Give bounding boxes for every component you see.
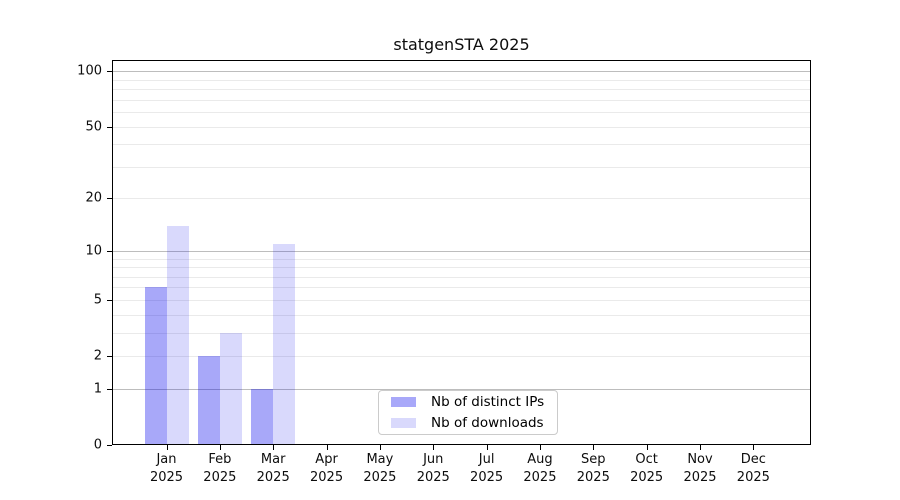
x-tick-mark xyxy=(700,445,701,450)
x-tick-year: 2025 xyxy=(630,470,664,485)
x-tick-mark xyxy=(593,445,594,450)
gridline xyxy=(112,251,811,252)
y-tick-mark xyxy=(107,127,112,128)
x-tick-label: Jan 2025 xyxy=(127,451,207,487)
x-tick-year: 2025 xyxy=(256,470,290,485)
x-tick-year: 2025 xyxy=(470,470,504,485)
x-tick-label: Dec 2025 xyxy=(713,451,793,487)
legend-item-downloads: Nb of downloads xyxy=(387,414,549,432)
gridline xyxy=(112,356,811,357)
x-tick-mark xyxy=(647,445,648,450)
x-tick-mark xyxy=(380,445,381,450)
x-tick-label: Nov 2025 xyxy=(660,451,740,487)
gridline xyxy=(112,80,811,81)
legend-label-distinct-ips: Nb of distinct IPs xyxy=(431,394,545,410)
bar-downloads xyxy=(273,243,296,444)
x-tick-mark xyxy=(167,445,168,450)
x-tick-label: Jul 2025 xyxy=(447,451,527,487)
y-tick-label: 5 xyxy=(93,292,102,308)
legend-swatch-distinct-ips xyxy=(391,397,416,407)
gridline xyxy=(112,100,811,101)
x-tick-year: 2025 xyxy=(736,470,770,485)
x-tick-mark xyxy=(327,445,328,450)
bar-distinct-ips xyxy=(251,388,274,444)
x-tick-year: 2025 xyxy=(576,470,610,485)
gridline xyxy=(112,198,811,199)
y-tick-label: 50 xyxy=(85,119,102,135)
y-tick-mark xyxy=(107,251,112,252)
x-tick-year: 2025 xyxy=(523,470,557,485)
x-tick-mark xyxy=(540,445,541,450)
gridline xyxy=(112,259,811,260)
y-tick-mark xyxy=(107,71,112,72)
y-tick-label: 20 xyxy=(85,190,102,206)
y-tick-label: 100 xyxy=(77,63,102,79)
legend: Nb of distinct IPs Nb of downloads xyxy=(378,390,558,435)
x-tick-year: 2025 xyxy=(416,470,450,485)
x-tick-label: Feb 2025 xyxy=(180,451,260,487)
y-tick-mark xyxy=(107,389,112,390)
x-tick-year: 2025 xyxy=(203,470,237,485)
plot-border xyxy=(112,60,811,445)
gridline xyxy=(112,267,811,268)
y-tick-label: 1 xyxy=(93,381,102,397)
y-tick-label: 10 xyxy=(85,243,102,259)
x-tick-year: 2025 xyxy=(310,470,344,485)
gridline xyxy=(112,389,811,390)
x-tick-mark xyxy=(433,445,434,450)
gridline xyxy=(112,112,811,113)
x-tick-mark xyxy=(273,445,274,450)
x-tick-label: Mar 2025 xyxy=(233,451,313,487)
y-tick-mark xyxy=(107,445,112,446)
x-tick-label: May 2025 xyxy=(340,451,420,487)
gridline xyxy=(112,287,811,288)
y-tick-label: 0 xyxy=(93,437,102,453)
gridline xyxy=(112,300,811,301)
x-tick-year: 2025 xyxy=(149,470,184,485)
gridline xyxy=(112,144,811,145)
x-tick-label: Aug 2025 xyxy=(500,451,580,487)
gridline xyxy=(112,89,811,90)
bar-distinct-ips xyxy=(144,287,167,444)
gridline xyxy=(112,167,811,168)
bar-downloads xyxy=(219,332,242,444)
gridline xyxy=(112,277,811,278)
legend-swatch-downloads xyxy=(391,418,416,428)
x-tick-mark xyxy=(220,445,221,450)
gridline xyxy=(112,315,811,316)
gridline xyxy=(112,71,811,72)
y-tick-label: 2 xyxy=(93,348,102,364)
x-tick-label: Sep 2025 xyxy=(553,451,633,487)
x-tick-year: 2025 xyxy=(363,470,397,485)
x-tick-mark xyxy=(487,445,488,450)
x-tick-mark xyxy=(753,445,754,450)
gridline xyxy=(112,127,811,128)
legend-label-downloads: Nb of downloads xyxy=(431,415,544,431)
bar-distinct-ips xyxy=(197,356,220,444)
y-tick-mark xyxy=(107,300,112,301)
chart-title: statgenSTA 2025 xyxy=(393,35,530,54)
y-tick-mark xyxy=(107,198,112,199)
bar-downloads xyxy=(166,225,189,444)
legend-item-distinct-ips: Nb of distinct IPs xyxy=(387,393,549,411)
x-tick-year: 2025 xyxy=(683,470,717,485)
x-tick-label: Oct 2025 xyxy=(607,451,687,487)
y-tick-mark xyxy=(107,356,112,357)
x-tick-label: Apr 2025 xyxy=(287,451,367,487)
gridline xyxy=(112,333,811,334)
x-tick-label: Jun 2025 xyxy=(393,451,473,487)
